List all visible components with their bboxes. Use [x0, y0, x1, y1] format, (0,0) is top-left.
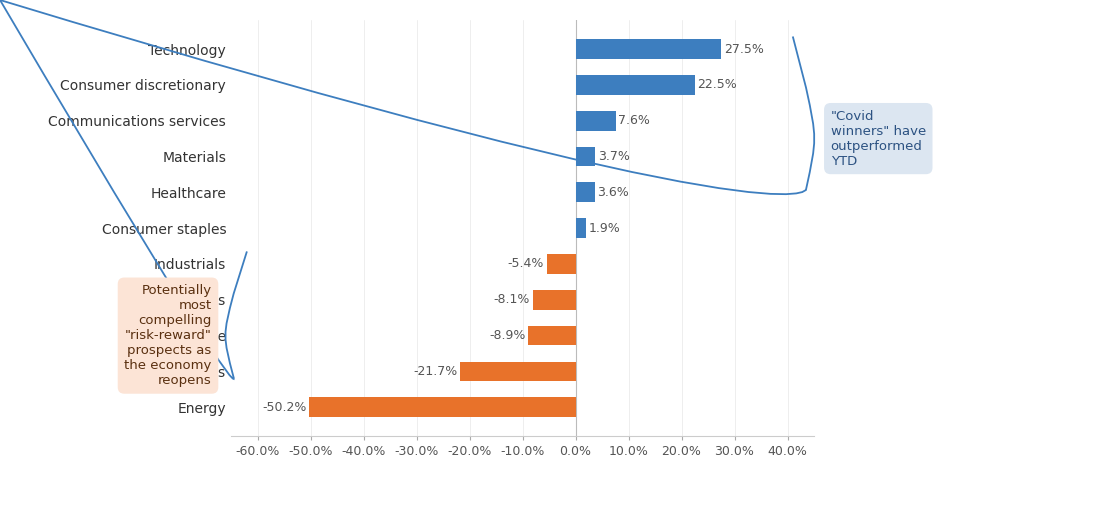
- Bar: [575, 111, 616, 130]
- Text: 3.6%: 3.6%: [597, 186, 629, 199]
- Bar: [547, 254, 575, 274]
- Bar: [309, 397, 575, 417]
- Text: -21.7%: -21.7%: [414, 365, 458, 378]
- Text: 7.6%: 7.6%: [618, 114, 650, 127]
- Text: -50.2%: -50.2%: [263, 401, 307, 414]
- Bar: [461, 361, 575, 381]
- Text: 3.7%: 3.7%: [597, 150, 629, 163]
- Text: "Covid
winners" have
outperformed
YTD: "Covid winners" have outperformed YTD: [830, 110, 926, 168]
- Bar: [528, 326, 575, 345]
- Text: 27.5%: 27.5%: [724, 43, 763, 56]
- Text: -5.4%: -5.4%: [508, 258, 544, 270]
- Text: -8.1%: -8.1%: [494, 293, 530, 306]
- Bar: [575, 39, 722, 59]
- Text: Potentially
most
compelling
"risk-reward"
prospects as
the economy
reopens: Potentially most compelling "risk-reward…: [124, 284, 211, 387]
- Bar: [575, 183, 595, 202]
- Bar: [575, 219, 585, 238]
- Bar: [532, 290, 575, 310]
- Bar: [575, 75, 695, 95]
- Text: -8.9%: -8.9%: [490, 329, 526, 342]
- Bar: [575, 147, 595, 166]
- Text: 22.5%: 22.5%: [697, 79, 737, 91]
- Text: 1.9%: 1.9%: [588, 222, 620, 235]
